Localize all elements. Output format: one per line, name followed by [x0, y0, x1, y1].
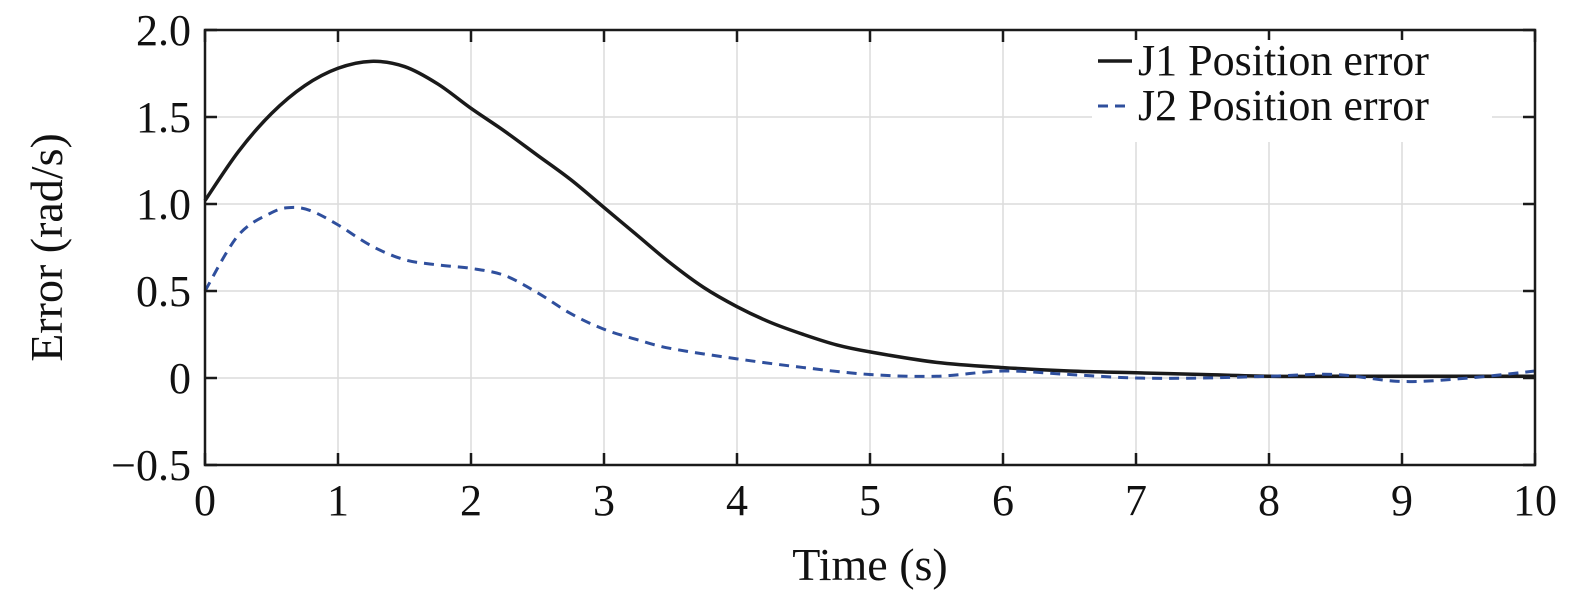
x-tick-label: 1 [327, 476, 349, 525]
series-line-1 [203, 59, 1535, 379]
y-tick-label: 1.5 [136, 93, 191, 142]
y-tick-label: 0 [169, 354, 191, 403]
tick-marks [203, 28, 1537, 467]
series-line-2 [203, 205, 1536, 384]
series-layer [203, 59, 1536, 384]
x-tick-labels: 0 1 2 3 4 5 6 7 8 9 10 [194, 476, 1557, 525]
y-axis-label: Error (rad/s) [21, 133, 72, 362]
x-tick-label: 8 [1258, 476, 1280, 525]
y-tick-label: 2.0 [136, 6, 191, 55]
legend-label-j2: J2 Position error [1138, 81, 1429, 130]
x-tick-label: 6 [992, 476, 1014, 525]
legend-background [1092, 40, 1492, 142]
y-tick-label: 1.0 [136, 180, 191, 229]
x-axis-label: Time (s) [792, 539, 948, 590]
y-tick-labels: −0.5 0 0.5 1.0 1.5 2.0 [111, 6, 191, 490]
x-tick-label: 4 [726, 476, 748, 525]
x-tick-label: 10 [1513, 476, 1557, 525]
x-tick-label: 3 [593, 476, 615, 525]
x-tick-label: 2 [460, 476, 482, 525]
y-tick-label: −0.5 [111, 441, 191, 490]
legend: J1 Position error J2 Position error [1092, 36, 1492, 142]
y-tick-label: 0.5 [136, 267, 191, 316]
x-tick-label: 7 [1125, 476, 1147, 525]
x-tick-label: 0 [194, 476, 216, 525]
x-tick-label: 5 [859, 476, 881, 525]
legend-label-j1: J1 Position error [1138, 36, 1429, 85]
x-tick-label: 9 [1391, 476, 1413, 525]
